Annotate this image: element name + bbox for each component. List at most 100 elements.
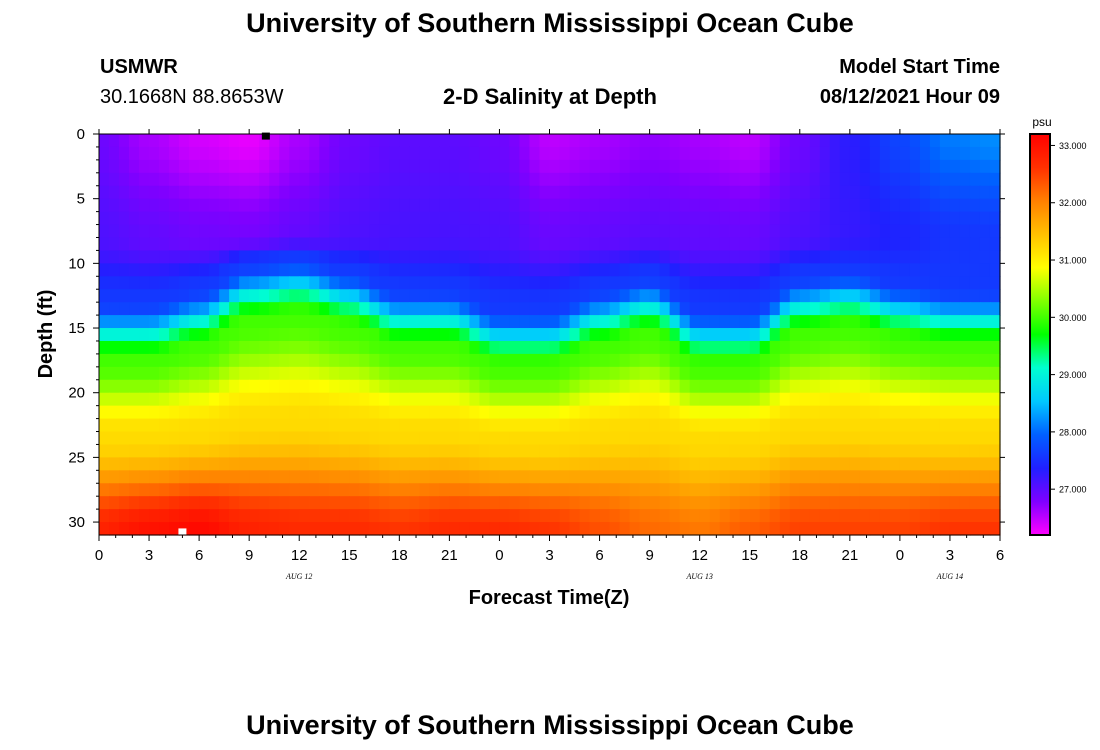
heatmap-cell xyxy=(129,470,140,484)
heatmap-cell xyxy=(809,392,821,407)
heatmap-cell xyxy=(739,379,751,394)
heatmap-cell xyxy=(159,159,170,174)
heatmap-cell xyxy=(349,418,360,433)
heatmap-cell xyxy=(569,198,581,213)
heatmap-cell xyxy=(949,457,961,471)
heatmap-cell xyxy=(139,379,150,394)
heatmap-cell xyxy=(339,185,350,200)
heatmap-cell xyxy=(139,237,150,252)
heatmap-cell xyxy=(319,444,330,458)
heatmap-cell xyxy=(99,250,110,264)
heatmap-cell xyxy=(719,185,731,200)
heatmap-cell xyxy=(469,379,481,394)
heatmap-cell xyxy=(789,134,801,148)
heatmap-cell xyxy=(769,353,781,368)
heatmap-cell xyxy=(829,185,841,200)
heatmap-cell xyxy=(679,483,691,497)
heatmap-cell xyxy=(709,366,721,381)
heatmap-cell xyxy=(559,379,571,394)
x-tick-label: 15 xyxy=(341,547,358,564)
heatmap-cell xyxy=(829,392,841,407)
heatmap-cell xyxy=(269,392,280,407)
heatmap-cell xyxy=(259,340,270,355)
heatmap-cell xyxy=(709,470,721,484)
heatmap-cell xyxy=(469,172,481,187)
heatmap-cell xyxy=(979,224,991,239)
heatmap-cell xyxy=(399,237,410,252)
x-tick-label: 12 xyxy=(291,547,308,564)
heatmap-cell xyxy=(169,315,180,329)
heatmap-cell xyxy=(699,340,711,355)
heatmap-cell xyxy=(99,353,110,368)
heatmap-cell xyxy=(629,250,641,264)
heatmap-cell xyxy=(409,483,420,497)
heatmap-cell xyxy=(159,457,170,471)
heatmap-cell xyxy=(319,302,330,316)
heatmap-cell xyxy=(139,496,150,510)
heatmap-cell xyxy=(459,366,471,381)
heatmap-cell xyxy=(179,418,190,433)
heatmap-cell xyxy=(109,328,120,342)
heatmap-cell xyxy=(689,522,701,536)
heatmap-cell xyxy=(379,392,390,407)
heatmap-cell xyxy=(739,289,751,303)
heatmap-cell xyxy=(799,483,811,497)
heatmap-cell xyxy=(759,392,771,407)
heatmap-cell xyxy=(159,496,170,510)
heatmap-cell xyxy=(699,392,711,407)
heatmap-cell xyxy=(289,289,300,303)
heatmap-cell xyxy=(269,134,280,148)
heatmap-cell xyxy=(559,418,571,433)
heatmap-cell xyxy=(279,366,290,381)
heatmap-cell xyxy=(759,211,771,226)
heatmap-cell xyxy=(839,470,851,484)
heatmap-cell xyxy=(369,172,380,187)
heatmap-cell xyxy=(359,353,370,368)
heatmap-cell xyxy=(829,366,841,381)
heatmap-cell xyxy=(849,392,861,407)
heatmap-cell xyxy=(759,198,771,213)
heatmap-cell xyxy=(289,146,300,161)
heatmap-cell xyxy=(129,159,140,174)
heatmap-cell xyxy=(909,237,921,252)
heatmap-cell xyxy=(559,289,571,303)
heatmap-cell xyxy=(589,302,601,316)
heatmap-cell xyxy=(349,185,360,200)
heatmap-cell xyxy=(149,224,160,239)
heatmap-cell xyxy=(429,134,440,148)
heatmap-cell xyxy=(879,250,891,264)
heatmap-cell xyxy=(319,289,330,303)
heatmap-cell xyxy=(239,470,250,484)
heatmap-cell xyxy=(549,457,561,471)
heatmap-cell xyxy=(449,522,460,536)
heatmap-cell xyxy=(969,457,981,471)
heatmap-cell xyxy=(949,483,961,497)
heatmap-cell xyxy=(749,366,761,381)
heatmap-cell xyxy=(289,250,300,264)
heatmap-cell xyxy=(819,315,831,329)
heatmap-cell xyxy=(289,172,300,187)
heatmap-cell xyxy=(309,211,320,226)
heatmap-cell xyxy=(689,379,701,394)
heatmap-cell xyxy=(199,289,210,303)
heatmap-cell xyxy=(929,211,941,226)
heatmap-cell xyxy=(309,340,320,355)
heatmap-cell xyxy=(499,431,511,446)
heatmap-cell xyxy=(219,496,230,510)
heatmap-cell xyxy=(309,172,320,187)
heatmap-cell xyxy=(919,302,931,316)
heatmap-cell xyxy=(429,146,440,161)
heatmap-cell xyxy=(689,457,701,471)
heatmap-cell xyxy=(839,211,851,226)
heatmap-cell xyxy=(379,276,390,290)
heatmap-cell xyxy=(679,431,691,446)
heatmap-cell xyxy=(849,134,861,148)
heatmap-cell xyxy=(589,276,601,290)
heatmap-cell xyxy=(969,379,981,394)
heatmap-cell xyxy=(759,483,771,497)
heatmap-cell xyxy=(989,444,1001,458)
heatmap-cell xyxy=(659,172,671,187)
heatmap-cell xyxy=(399,172,410,187)
heatmap-cell xyxy=(359,224,370,239)
heatmap-cell xyxy=(699,366,711,381)
